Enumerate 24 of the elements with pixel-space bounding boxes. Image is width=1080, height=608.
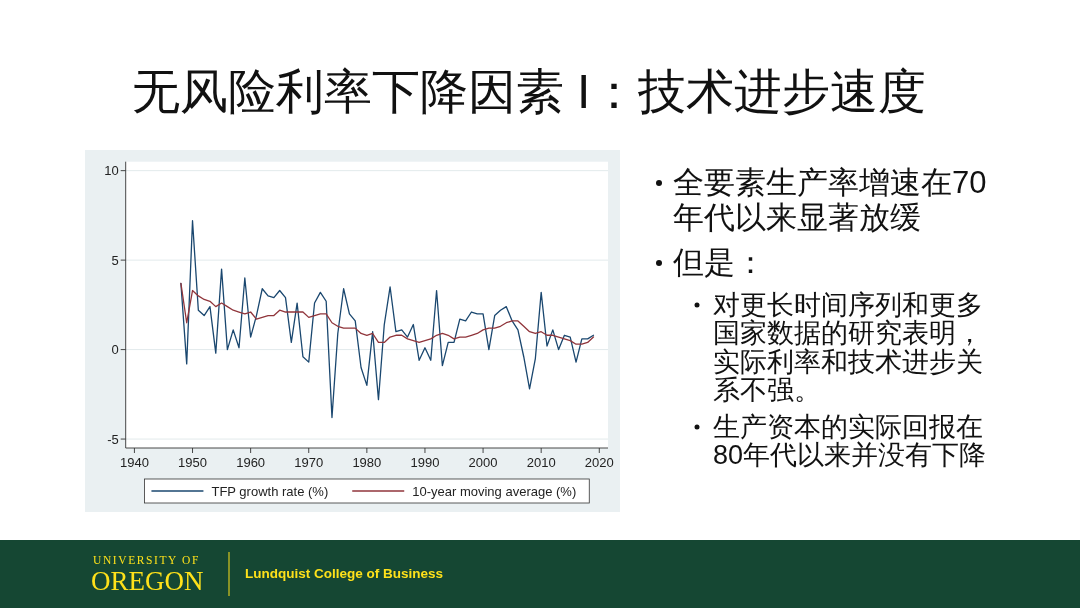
x-tick-label: 2010 — [526, 454, 556, 470]
text: Lundquist College of Business — [245, 566, 444, 581]
y-tick-label: 0 — [111, 342, 119, 358]
x-tick-label: 2020 — [584, 454, 614, 470]
x-tick-label: 1950 — [178, 454, 207, 470]
line-series — [180, 282, 595, 345]
text: UNIVERSITY OF — [93, 554, 200, 566]
x-tick-label: 1940 — [119, 454, 149, 470]
x-tick-label: 1980 — [352, 454, 382, 470]
text: 对更长时间序列和更多国家数据的研究表明，实际利率和技术进步关系不强。 — [713, 290, 984, 405]
legend-label: 10-year moving average (%) — [412, 483, 577, 499]
x-tick-label: 1990 — [410, 454, 440, 470]
y-tick-label: 5 — [111, 252, 119, 268]
y-tick-label: -5 — [107, 431, 119, 447]
chart-title: 无风险利率下降因素 I：技术进步速度 — [130, 64, 928, 120]
y-tick-label: 10 — [104, 163, 119, 179]
text: 全要素生产率增速在70年代以来显著放缓 — [673, 165, 988, 235]
x-tick-label: 1960 — [236, 454, 266, 470]
text: 但是： — [673, 245, 767, 280]
x-tick-label: 1970 — [294, 454, 324, 470]
legend-label: TFP growth rate (%) — [211, 483, 329, 499]
text: 生产资本的实际回报在80年代以来并没有下降 — [713, 412, 988, 471]
x-tick-label: 2000 — [468, 454, 498, 470]
text: OREGON — [91, 566, 204, 596]
